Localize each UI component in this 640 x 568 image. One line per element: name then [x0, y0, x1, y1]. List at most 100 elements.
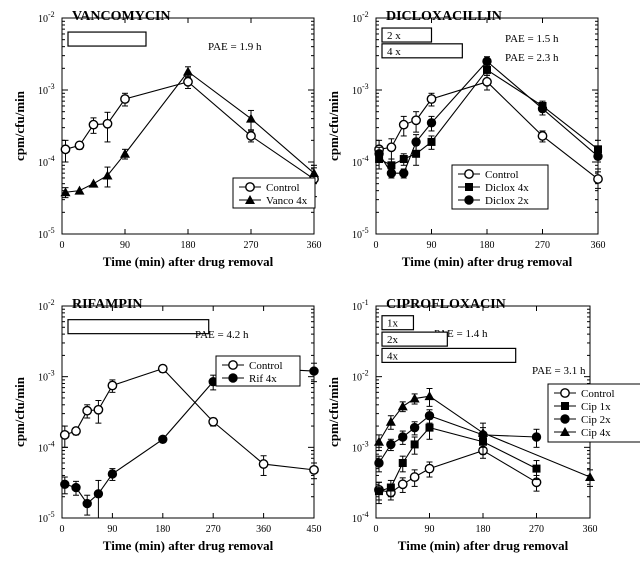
data-point: [60, 144, 71, 155]
y-tick-base: 10: [352, 373, 362, 384]
data-point: [88, 119, 99, 130]
data-point: [424, 411, 435, 421]
x-tick-label: 0: [60, 240, 65, 251]
x-axis-label: Time (min) after drug removal: [402, 254, 573, 269]
y-tick-base: 10: [352, 158, 362, 169]
series-control: [60, 75, 319, 198]
y-axis-label: cpm/cfu/min: [326, 90, 341, 161]
x-tick-label: 270: [529, 524, 544, 535]
y-tick-base: 10: [352, 230, 362, 241]
data-point: [183, 76, 193, 87]
y-tick-exponent: -2: [362, 10, 369, 19]
data-point: [88, 178, 99, 188]
y-tick-base: 10: [38, 302, 48, 313]
data-point: [183, 66, 193, 76]
y-tick-base: 10: [352, 443, 362, 454]
data-point: [71, 426, 81, 436]
pae-bar: [67, 319, 210, 335]
y-tick-base: 10: [38, 230, 48, 241]
data-point: [424, 391, 435, 401]
x-tick-label: 180: [480, 240, 495, 251]
legend-marker: [228, 373, 238, 383]
legend-label: Rif 4x: [249, 373, 277, 385]
chart-title: VANCOMYCIN: [72, 9, 171, 24]
pae-bar: [67, 31, 147, 47]
x-tick-label: 360: [583, 524, 598, 535]
pae-annotation: PAE = 4.2 h: [195, 329, 249, 341]
data-point: [158, 434, 168, 444]
data-point: [397, 479, 408, 490]
y-tick-base: 10: [38, 14, 48, 25]
data-point: [374, 487, 383, 496]
legend-marker: [561, 402, 569, 410]
x-tick-label: 90: [427, 240, 437, 251]
x-tick-label: 360: [591, 240, 606, 251]
y-tick-label: 10-5: [352, 226, 369, 241]
data-point: [93, 404, 104, 415]
y-tick-exponent: -4: [48, 439, 55, 448]
y-tick-base: 10: [352, 86, 362, 97]
y-tick-exponent: -2: [48, 298, 55, 307]
x-tick-label: 0: [374, 240, 379, 251]
pae-annotation: PAE = 1.5 h: [505, 33, 559, 45]
data-point: [107, 380, 118, 391]
y-tick-exponent: -5: [362, 226, 369, 235]
data-point: [426, 94, 437, 104]
y-tick-base: 10: [38, 158, 48, 169]
x-tick-label: 90: [107, 524, 117, 535]
legend-marker: [560, 388, 570, 398]
pae-bar-label: 4x: [387, 350, 399, 362]
series-control: [374, 74, 603, 189]
x-tick-label: 0: [60, 524, 65, 535]
y-tick-base: 10: [38, 443, 48, 454]
data-point: [60, 187, 71, 197]
legend-marker: [245, 195, 255, 204]
y-tick-label: 10-5: [38, 510, 55, 525]
data-point: [483, 65, 491, 74]
series-line: [64, 368, 315, 505]
data-point: [107, 469, 118, 479]
legend-label: Control: [249, 360, 283, 372]
x-axis-label: Time (min) after drug removal: [103, 538, 274, 553]
y-tick-exponent: -4: [362, 154, 369, 163]
y-tick-label: 10-2: [38, 10, 55, 25]
x-tick-label: 360: [256, 524, 271, 535]
data-point: [411, 137, 421, 147]
y-tick-label: 10-5: [38, 226, 55, 241]
legend-marker: [228, 360, 238, 370]
series-control: [59, 363, 319, 480]
legend-label: Cip 2x: [581, 414, 611, 426]
data-point: [387, 161, 396, 170]
data-point: [385, 416, 396, 426]
y-tick-exponent: -3: [48, 369, 55, 378]
data-point: [82, 405, 93, 416]
x-tick-label: 180: [155, 524, 170, 535]
series-line: [65, 70, 315, 193]
x-tick-label: 360: [307, 240, 322, 251]
data-point: [409, 393, 420, 403]
data-point: [399, 155, 408, 164]
legend-label: Cip 1x: [581, 401, 611, 413]
legend-label: Control: [485, 169, 519, 181]
y-tick-exponent: -3: [362, 439, 369, 448]
data-point: [386, 483, 395, 492]
legend-label: Control: [581, 388, 615, 400]
series-rif-4x: [60, 362, 319, 519]
data-point: [425, 423, 434, 432]
y-tick-label: 10-4: [38, 154, 55, 169]
chart-title: RIFAMPIN: [72, 297, 143, 312]
y-tick-label: 10-3: [38, 369, 55, 384]
data-point: [60, 479, 70, 489]
y-tick-exponent: -3: [362, 82, 369, 91]
x-tick-label: 90: [425, 524, 435, 535]
pae-bar-label: 2 x: [387, 30, 401, 42]
pae-bar: [381, 315, 415, 331]
pae-bar: [381, 347, 517, 363]
data-point: [309, 366, 319, 376]
data-point: [374, 149, 384, 159]
y-tick-label: 10-4: [352, 510, 369, 525]
chart-title: DICLOXACILLIN: [386, 9, 502, 24]
